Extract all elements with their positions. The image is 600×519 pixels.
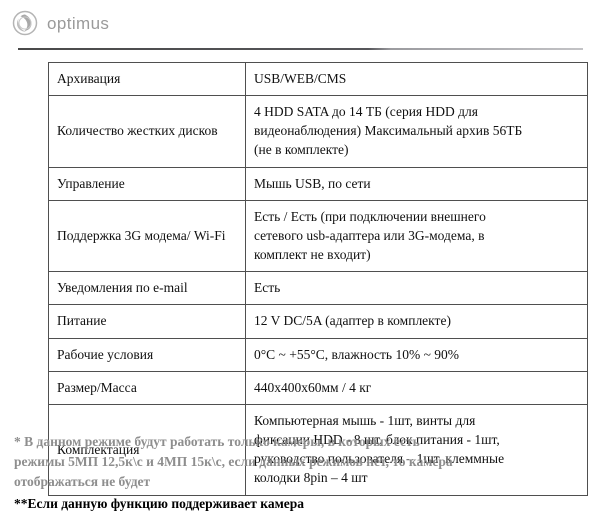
table-row: Размер/Масса 440x400x60мм / 4 кг	[48, 370, 588, 405]
table-row: Питание 12 V DC/5A (адаптер в комплекте)	[48, 304, 588, 339]
spec-value-line: 12 V DC/5A (адаптер в комплекте)	[254, 313, 451, 329]
spec-value-cell: 12 V DC/5A (адаптер в комплекте)	[245, 304, 588, 339]
spec-value-cell: USB/WEB/CMS	[245, 61, 588, 97]
spec-label-cell: Управление	[48, 166, 246, 201]
aperture-iris-icon	[12, 10, 38, 36]
spec-value-line: 440x400x60мм / 4 кг	[254, 379, 372, 395]
footnote-line: режимы 5МП 12,5к\с и 4МП 15к\с, если дан…	[14, 453, 453, 469]
spec-value-line: (не в комплекте)	[254, 142, 349, 158]
spec-label-cell: Количество жестких дисков	[48, 95, 246, 168]
spec-value-cell: Компьютерная мышь - 1шт, винты для фиксац…	[245, 403, 588, 496]
table-row: Управление Мышь USB, по сети	[48, 166, 588, 201]
spec-label-cell: Уведомления по e-mail	[48, 271, 246, 306]
footnote-line: отображаться не будет	[14, 473, 151, 489]
spec-value-line: 0°C ~ +55°C, влажность 10% ~ 90%	[254, 346, 460, 362]
specification-table-body: Архивация USB/WEB/CMS Количество жестких д…	[48, 61, 588, 496]
spec-label-cell: Поддержка 3G модема/ Wi-Fi	[48, 199, 246, 273]
footnote-primary: * В данном режиме будут работать только …	[14, 432, 586, 492]
spec-value-cell: 0°C ~ +55°C, влажность 10% ~ 90%	[245, 337, 588, 372]
spec-value-line: видеонаблюдения) Максимальный архив 56ТБ	[254, 123, 523, 139]
spec-value-line: Компьютерная мышь - 1шт, винты для	[254, 412, 476, 428]
brand-name: optimus	[47, 13, 110, 33]
spec-label-cell: Комплектация	[48, 403, 246, 496]
footnotes: * В данном режиме будут работать только …	[14, 432, 586, 513]
table-row: Поддержка 3G модема/ Wi-Fi Есть / Есть (п…	[48, 199, 588, 273]
spec-value-cell: Есть / Есть (при подключении внешнего сет…	[245, 199, 588, 273]
spec-value-line: Есть / Есть (при подключении внешнего	[254, 208, 486, 224]
specification-table-container: Архивация USB/WEB/CMS Количество жестких д…	[48, 61, 588, 496]
spec-value-cell: Мышь USB, по сети	[245, 166, 588, 201]
spec-value-line: руководство пользователя – 1шт, клеммные	[254, 451, 505, 467]
table-row: Количество жестких дисков 4 HDD SATA до 1…	[48, 95, 588, 168]
brand-header: optimus	[12, 8, 109, 38]
table-row: Комплектация Компьютерная мышь - 1шт, вин…	[48, 403, 588, 496]
table-row: Уведомления по e-mail Есть	[48, 271, 588, 306]
specification-table: Архивация USB/WEB/CMS Количество жестких д…	[48, 61, 588, 496]
spec-value-cell: 440x400x60мм / 4 кг	[245, 370, 588, 405]
spec-value-line: колодки 8pin – 4 шт	[254, 470, 368, 486]
spec-label-cell: Архивация	[48, 61, 246, 97]
spec-value-line: фиксации HDD - 8 шт, блок питания - 1шт,	[254, 432, 500, 448]
spec-value-line: 4 HDD SATA до 14 ТБ (серия HDD для	[254, 104, 478, 120]
spec-value-line: комплект не входит)	[254, 247, 371, 263]
spec-value-line: Есть	[254, 280, 281, 296]
spec-value-line: Мышь USB, по сети	[254, 175, 371, 191]
spec-value-line: USB/WEB/CMS	[254, 71, 347, 86]
spec-value-line: сетевого usb-адаптера или 3G-модема, в	[254, 227, 485, 243]
spec-label-cell: Питание	[48, 304, 246, 339]
header-divider	[18, 48, 583, 50]
footnote-line: * В данном режиме будут работать только …	[14, 434, 420, 449]
table-row: Рабочие условия 0°C ~ +55°C, влажность 10…	[48, 337, 588, 372]
footnote-secondary: **Если данную функцию поддерживает камер…	[14, 495, 305, 511]
spec-label-cell: Рабочие условия	[48, 337, 246, 372]
table-row: Архивация USB/WEB/CMS	[48, 61, 588, 97]
spec-label-cell: Размер/Масса	[48, 370, 246, 405]
spec-value-cell: 4 HDD SATA до 14 ТБ (серия HDD для видеон…	[245, 95, 588, 168]
spec-value-cell: Есть	[245, 271, 588, 306]
